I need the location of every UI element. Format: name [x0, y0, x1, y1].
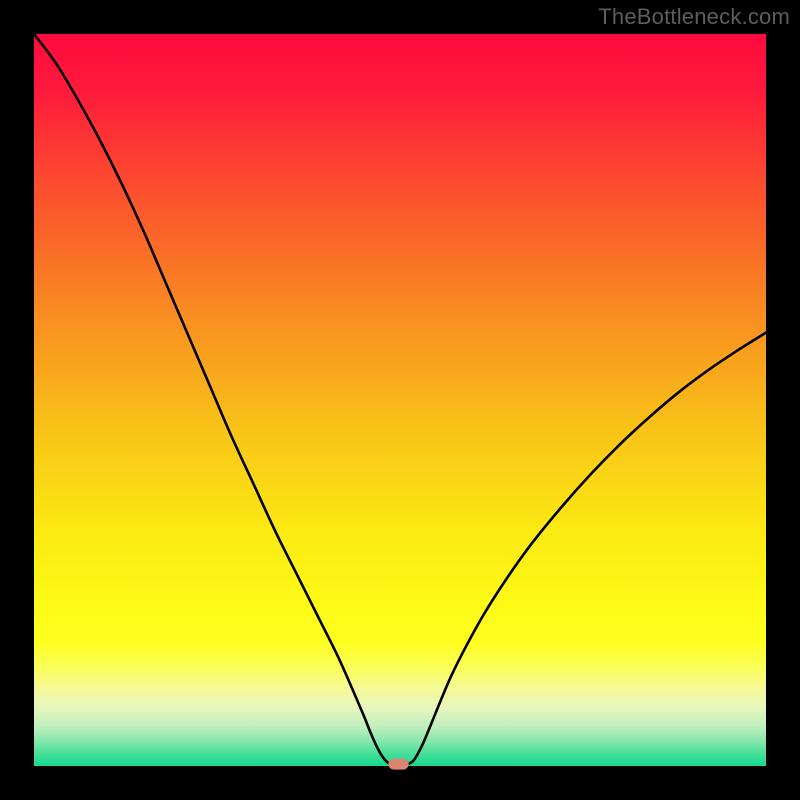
- chart-stage: TheBottleneck.com: [0, 0, 800, 800]
- watermark-text: TheBottleneck.com: [598, 4, 790, 30]
- optimum-marker: [388, 759, 408, 770]
- bottleneck-chart-svg: [0, 0, 800, 800]
